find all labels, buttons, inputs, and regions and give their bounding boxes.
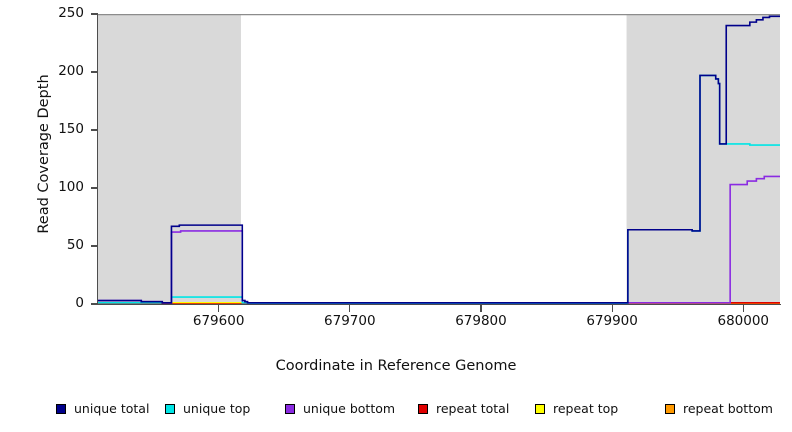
legend-item: repeat total bbox=[418, 400, 509, 418]
shaded-region bbox=[98, 14, 241, 304]
legend-label: repeat total bbox=[436, 400, 510, 416]
legend-item: unique bottom bbox=[285, 400, 395, 418]
legend-swatch bbox=[56, 404, 66, 414]
series-line bbox=[98, 15, 780, 304]
x-tick-label: 680000 bbox=[717, 313, 770, 329]
y-tick-label: 200 bbox=[58, 63, 84, 79]
x-tick bbox=[349, 305, 351, 312]
plot-canvas bbox=[98, 14, 780, 304]
legend-swatch bbox=[535, 404, 545, 414]
y-tick-label: 0 bbox=[75, 295, 84, 311]
y-tick-label: 250 bbox=[58, 5, 84, 21]
legend-swatch bbox=[165, 404, 175, 414]
x-tick-label: 679700 bbox=[324, 313, 376, 329]
plot-area bbox=[98, 14, 780, 304]
y-tick bbox=[91, 71, 98, 73]
y-tick-label: 150 bbox=[58, 121, 84, 137]
legend-item: unique top bbox=[165, 400, 250, 418]
legend-item: repeat bottom bbox=[665, 400, 773, 418]
y-tick-label: 50 bbox=[66, 237, 84, 253]
legend-label: unique total bbox=[74, 400, 150, 416]
x-tick bbox=[218, 305, 220, 312]
legend-item: repeat top bbox=[535, 400, 618, 418]
legend-swatch bbox=[285, 404, 295, 414]
x-tick-label: 679600 bbox=[192, 313, 245, 329]
x-axis-line bbox=[98, 304, 781, 306]
legend-label: unique top bbox=[183, 400, 251, 416]
x-tick bbox=[742, 305, 744, 312]
x-tick bbox=[480, 305, 482, 312]
y-tick bbox=[91, 187, 98, 189]
y-tick bbox=[91, 13, 98, 15]
y-tick bbox=[91, 303, 98, 305]
y-tick-label: 100 bbox=[58, 179, 84, 195]
x-tick bbox=[611, 305, 613, 312]
legend-label: repeat bottom bbox=[683, 400, 773, 416]
legend-label: repeat top bbox=[553, 400, 619, 416]
legend-swatch bbox=[418, 404, 428, 414]
legend-item: unique total bbox=[56, 400, 149, 418]
x-tick-label: 679800 bbox=[455, 313, 507, 329]
x-tick-label: 679900 bbox=[586, 313, 638, 329]
chart-legend: unique total unique top unique bottom repea… bbox=[0, 398, 792, 420]
legend-label: unique bottom bbox=[303, 400, 396, 416]
y-tick bbox=[91, 129, 98, 131]
legend-swatch bbox=[665, 404, 675, 414]
shaded-region bbox=[626, 14, 780, 304]
x-axis-title: Coordinate in Reference Genome bbox=[275, 358, 517, 374]
y-axis-line bbox=[97, 13, 99, 305]
y-tick bbox=[91, 245, 98, 247]
